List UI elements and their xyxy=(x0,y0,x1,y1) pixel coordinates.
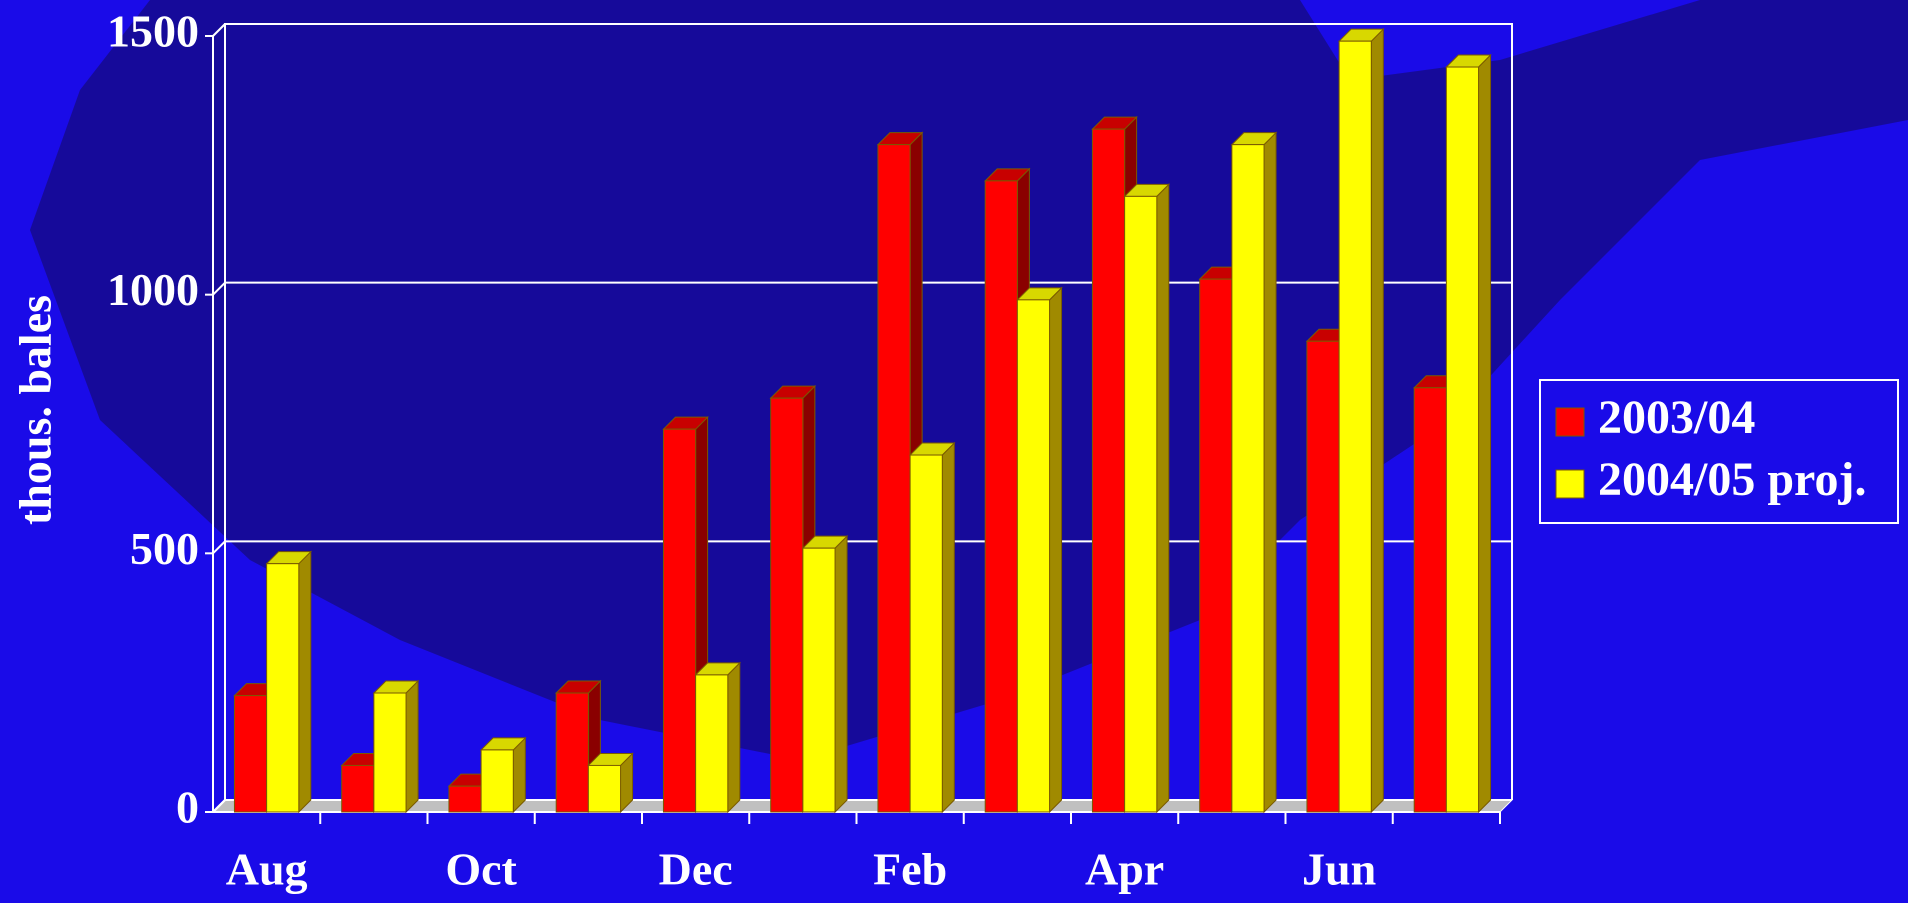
bar xyxy=(341,764,375,813)
bar xyxy=(233,695,268,813)
bar xyxy=(1091,128,1126,813)
bar xyxy=(373,692,407,813)
bar xyxy=(1016,299,1051,813)
bar xyxy=(480,749,514,813)
bar xyxy=(909,454,943,813)
bar-side xyxy=(512,736,526,814)
bar xyxy=(984,180,1018,813)
map-shape xyxy=(30,0,1908,760)
x-tick-label: Jun xyxy=(1302,844,1376,895)
legend-label: 2004/05 proj. xyxy=(1598,453,1866,506)
bar-side xyxy=(298,550,312,814)
y-axis-label: thous. bales xyxy=(10,295,61,525)
x-tick-label: Aug xyxy=(226,844,308,895)
bar xyxy=(1199,278,1233,813)
bar xyxy=(1306,340,1340,813)
bar xyxy=(266,563,300,813)
bar xyxy=(1445,66,1480,813)
legend-label: 2003/04 xyxy=(1598,391,1755,444)
x-tick-label: Dec xyxy=(659,844,733,895)
bar xyxy=(448,785,482,813)
bar-side xyxy=(1370,27,1384,814)
bar xyxy=(770,397,804,813)
y-tick-label: 1000 xyxy=(107,264,199,315)
bar-side xyxy=(405,679,419,814)
x-tick-label: Oct xyxy=(445,844,517,895)
y-tick-label: 1500 xyxy=(107,6,199,57)
bar xyxy=(1338,40,1372,813)
bar xyxy=(695,674,729,813)
bar xyxy=(1231,144,1265,813)
bar-side xyxy=(727,661,741,814)
bar-side xyxy=(834,534,848,814)
grid-line-side xyxy=(212,799,226,813)
bar xyxy=(662,428,697,813)
bar-side xyxy=(1049,286,1063,814)
bar xyxy=(555,692,589,813)
bar-side xyxy=(941,441,955,814)
bar xyxy=(1124,195,1158,813)
bar xyxy=(802,547,836,813)
x-tick-label: Feb xyxy=(873,844,947,895)
bar-side xyxy=(1478,53,1492,814)
background-map xyxy=(30,0,1908,760)
y-tick-label: 500 xyxy=(130,523,199,574)
grid-line-side xyxy=(212,281,226,296)
bar xyxy=(587,764,622,813)
grid-line-side xyxy=(212,540,226,555)
legend-swatch xyxy=(1555,407,1585,437)
bar-side xyxy=(1263,131,1277,814)
grid-line-side xyxy=(212,23,226,37)
legend-box xyxy=(1539,379,1899,524)
bar-side xyxy=(1156,183,1170,814)
y-tick-label: 0 xyxy=(176,782,199,833)
bar xyxy=(1413,387,1447,813)
legend-swatch xyxy=(1555,469,1585,499)
x-tick-label: Apr xyxy=(1085,844,1164,895)
bar xyxy=(877,144,911,813)
